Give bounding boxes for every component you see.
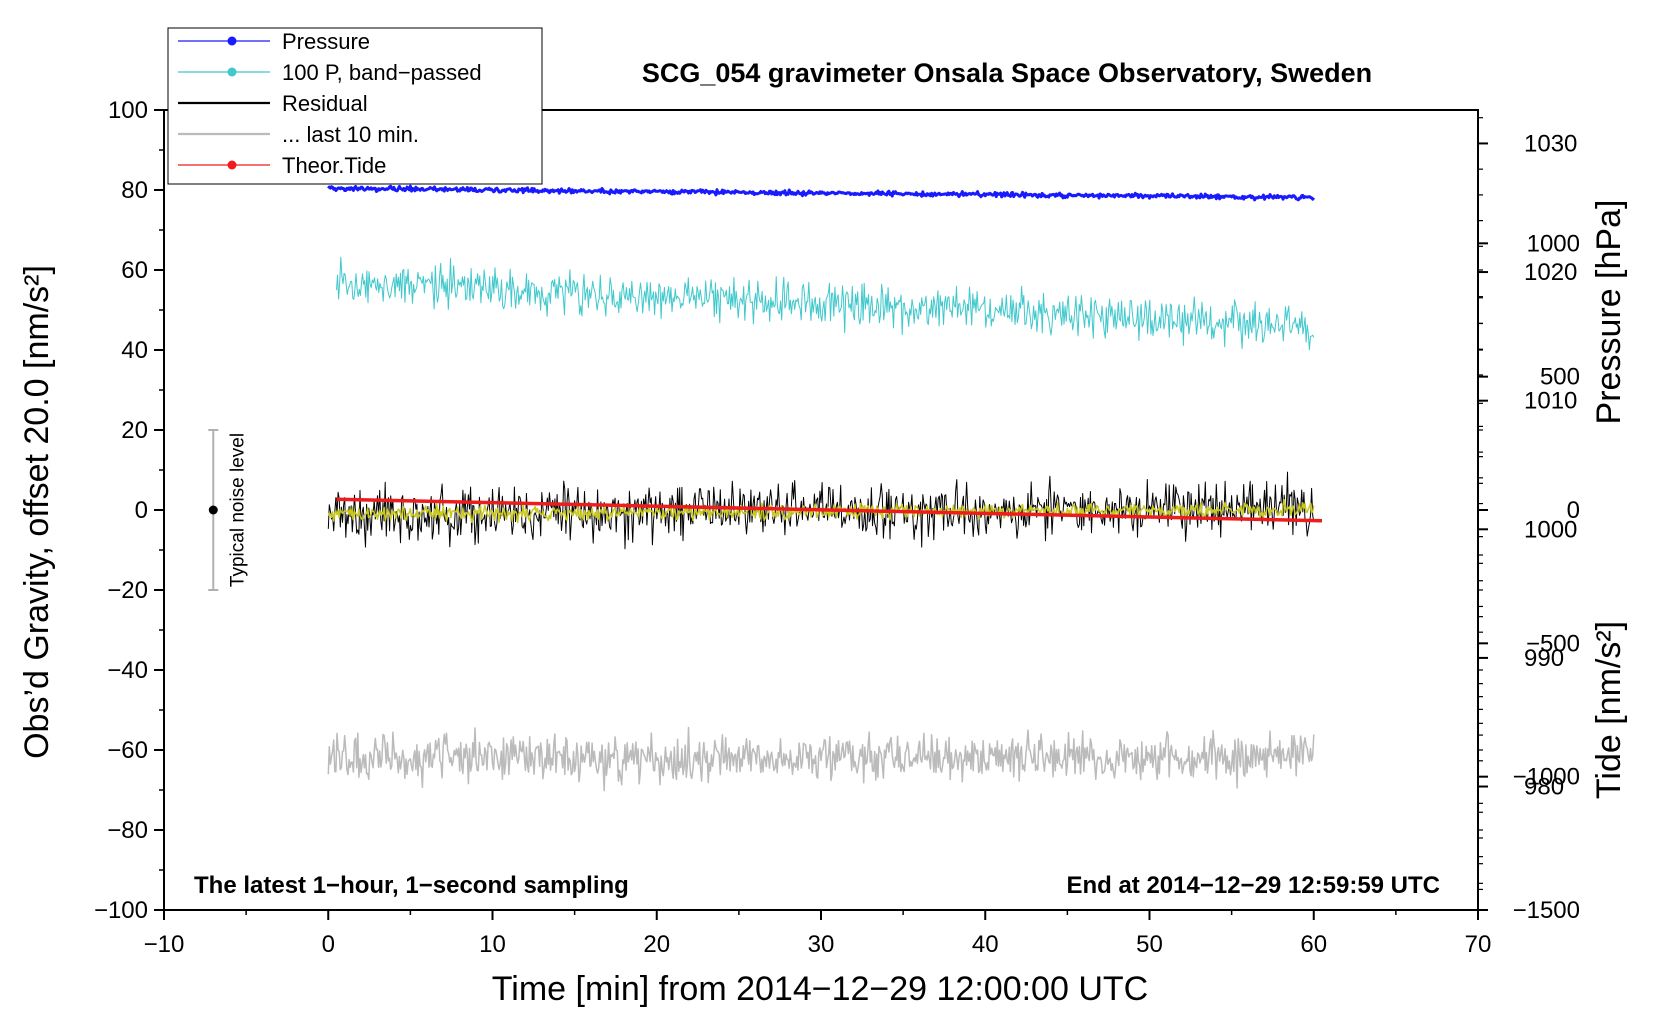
x-tick-label: −10 — [144, 931, 185, 958]
x-axis: −10 0 10 20 30 40 50 60 70 — [144, 910, 1492, 958]
y-tick-label: −40 — [107, 657, 148, 684]
series-residual-smoothed — [327, 499, 1315, 524]
y-tick-label: 0 — [135, 497, 148, 524]
x-tick-label: 40 — [972, 931, 999, 958]
legend-label: ... last 10 min. — [282, 122, 419, 147]
noise-level-indicator: Typical noise level — [208, 429, 248, 591]
legend-marker — [227, 67, 237, 77]
y-axis-label: Obs’d Gravity, offset 20.0 [nm/s²] — [18, 265, 56, 759]
legend: Pressure 100 P, band−passed Residual ... la… — [167, 27, 543, 185]
y-axis-pressure: 1030 1020 1010 1000 990 980 — [1478, 117, 1577, 891]
tide-tick-label: 500 — [1540, 364, 1580, 391]
series-last-10-min — [327, 726, 1315, 792]
pressure-tick-label: 1000 — [1524, 516, 1577, 543]
end-time-note: End at 2014−12−29 12:59:59 UTC — [1066, 872, 1440, 899]
x-tick-label: 70 — [1465, 931, 1492, 958]
y-tick-label: 100 — [108, 97, 148, 124]
x-tick-label: 20 — [643, 931, 670, 958]
series-theor-tide — [336, 497, 1323, 523]
tide-tick-label: 0 — [1567, 497, 1580, 524]
y-tick-label: 40 — [121, 337, 148, 364]
pressure-axis-label: Pressure [hPa] — [1590, 200, 1628, 425]
x-tick-label: 0 — [322, 931, 335, 958]
legend-marker — [227, 160, 237, 170]
series-100-p-band-passed — [336, 256, 1315, 351]
y-axis-tide: 1000 500 0 −500 −1000 −1500 — [1478, 230, 1580, 924]
legend-label: Residual — [282, 91, 368, 116]
pressure-tick-label: 1020 — [1524, 259, 1577, 286]
legend-label: Pressure — [282, 29, 370, 54]
series-residual — [327, 471, 1315, 550]
tide-tick-label: 1000 — [1527, 230, 1580, 257]
y-tick-label: 80 — [121, 177, 148, 204]
pressure-tick-label: 990 — [1524, 645, 1564, 672]
y-axis-gravity: 100 80 60 40 20 0 −20 −40 −60 −80 −100 — [94, 97, 164, 924]
noise-bar-label: Typical noise level — [227, 433, 248, 587]
y-tick-label: 20 — [121, 417, 148, 444]
y-tick-label: −20 — [107, 577, 148, 604]
series-pressure — [327, 184, 1316, 202]
legend-marker — [227, 36, 237, 46]
y-tick-label: −60 — [107, 737, 148, 764]
x-tick-label: 10 — [479, 931, 506, 958]
pressure-tick-label: 980 — [1524, 774, 1564, 801]
legend-label: Theor.Tide — [282, 153, 386, 178]
sampling-note: The latest 1−hour, 1−second sampling — [194, 872, 629, 899]
x-tick-label: 60 — [1300, 931, 1327, 958]
pressure-tick-label: 1030 — [1524, 130, 1577, 157]
y-tick-label: 60 — [121, 257, 148, 284]
tide-tick-label: −1000 — [1513, 764, 1580, 791]
noise-bar-center-dot — [208, 505, 218, 515]
tide-tick-label: −1500 — [1513, 897, 1580, 924]
tide-tick-label: −500 — [1526, 630, 1580, 657]
chart-title: SCG_054 gravimeter Onsala Space Observat… — [642, 58, 1372, 88]
x-axis-label: Time [min] from 2014−12−29 12:00:00 UTC — [492, 970, 1148, 1008]
tide-axis-label: Tide [nm/s²] — [1590, 621, 1628, 799]
y-tick-label: −100 — [94, 897, 148, 924]
x-tick-label: 30 — [808, 931, 835, 958]
x-tick-label: 50 — [1136, 931, 1163, 958]
pressure-tick-label: 1010 — [1524, 388, 1577, 415]
series-layer — [327, 184, 1323, 792]
y-tick-label: −80 — [107, 817, 148, 844]
legend-box — [167, 27, 543, 185]
legend-label: 100 P, band−passed — [282, 60, 482, 85]
